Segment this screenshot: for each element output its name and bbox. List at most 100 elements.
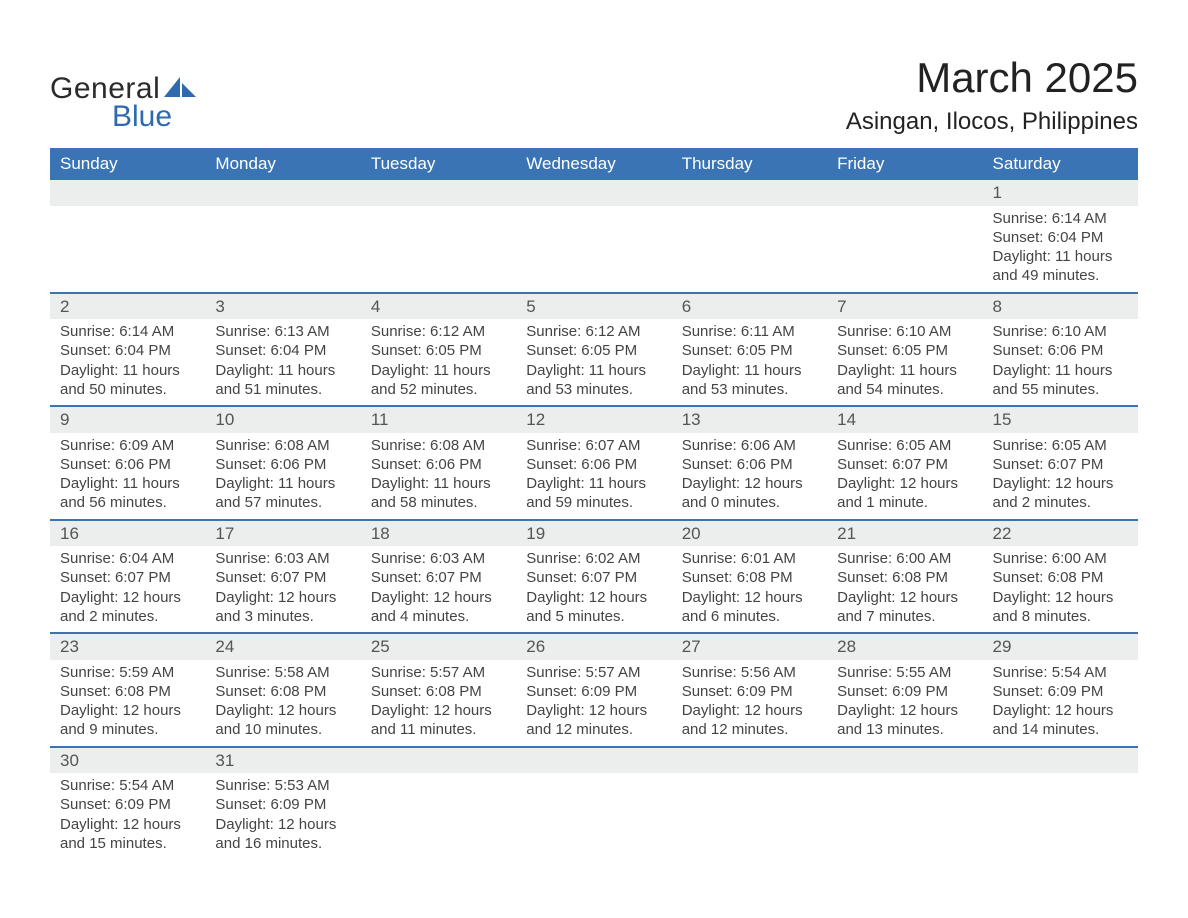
calendar-day-cell: 16Sunrise: 6:04 AMSunset: 6:07 PMDayligh…	[50, 520, 205, 634]
calendar-day-cell: 27Sunrise: 5:56 AMSunset: 6:09 PMDayligh…	[672, 633, 827, 747]
calendar-day-cell: 19Sunrise: 6:02 AMSunset: 6:07 PMDayligh…	[516, 520, 671, 634]
day-info-line: Daylight: 12 hours and 2 minutes.	[60, 588, 199, 626]
day-info-line: Sunset: 6:08 PM	[682, 568, 821, 587]
calendar-day-cell: 17Sunrise: 6:03 AMSunset: 6:07 PMDayligh…	[205, 520, 360, 634]
calendar-day-cell: 20Sunrise: 6:01 AMSunset: 6:08 PMDayligh…	[672, 520, 827, 634]
calendar-day-cell	[827, 180, 982, 293]
day-number	[827, 748, 982, 774]
day-info-line: Sunset: 6:05 PM	[682, 341, 821, 360]
day-content: Sunrise: 6:00 AMSunset: 6:08 PMDaylight:…	[983, 546, 1138, 632]
day-number: 21	[827, 521, 982, 547]
day-info-line: Sunrise: 6:12 AM	[526, 322, 665, 341]
weekday-header: Saturday	[983, 148, 1138, 180]
day-number	[827, 180, 982, 206]
calendar-day-cell: 8Sunrise: 6:10 AMSunset: 6:06 PMDaylight…	[983, 293, 1138, 407]
calendar-day-cell: 31Sunrise: 5:53 AMSunset: 6:09 PMDayligh…	[205, 747, 360, 860]
title-block: March 2025 Asingan, Ilocos, Philippines	[846, 54, 1138, 142]
calendar-page: General Blue March 2025 Asingan, Ilocos,…	[0, 0, 1188, 918]
calendar-day-cell: 12Sunrise: 6:07 AMSunset: 6:06 PMDayligh…	[516, 406, 671, 520]
calendar-day-cell: 21 Sunrise: 6:00 AMSunset: 6:08 PMDayligh…	[827, 520, 982, 634]
day-info-line: Sunset: 6:08 PM	[215, 682, 354, 701]
day-number	[205, 180, 360, 206]
day-info-line: Sunrise: 6:03 AM	[215, 549, 354, 568]
calendar-week-row: 16Sunrise: 6:04 AMSunset: 6:07 PMDayligh…	[50, 520, 1138, 634]
day-number: 4	[361, 294, 516, 320]
day-content	[361, 773, 516, 782]
day-content: Sunrise: 6:01 AMSunset: 6:08 PMDaylight:…	[672, 546, 827, 632]
day-info-line: Sunset: 6:06 PM	[993, 341, 1132, 360]
calendar-day-cell	[50, 180, 205, 293]
day-info-line: Sunrise: 6:00 AM	[837, 549, 976, 568]
day-number	[983, 748, 1138, 774]
calendar-day-cell: 9Sunrise: 6:09 AMSunset: 6:06 PMDaylight…	[50, 406, 205, 520]
day-info-line: Sunset: 6:05 PM	[837, 341, 976, 360]
day-number	[50, 180, 205, 206]
day-number: 10	[205, 407, 360, 433]
day-info-line: Daylight: 11 hours and 57 minutes.	[215, 474, 354, 512]
calendar-day-cell: 11Sunrise: 6:08 AMSunset: 6:06 PMDayligh…	[361, 406, 516, 520]
calendar-day-cell: 28Sunrise: 5:55 AMSunset: 6:09 PMDayligh…	[827, 633, 982, 747]
day-info-line: Sunset: 6:07 PM	[215, 568, 354, 587]
calendar-day-cell: 14Sunrise: 6:05 AMSunset: 6:07 PMDayligh…	[827, 406, 982, 520]
day-info-line: Daylight: 11 hours and 55 minutes.	[993, 361, 1132, 399]
day-info-line: Daylight: 11 hours and 59 minutes.	[526, 474, 665, 512]
day-number: 23	[50, 634, 205, 660]
day-info-line: Sunset: 6:05 PM	[526, 341, 665, 360]
day-info-line: Daylight: 12 hours and 3 minutes.	[215, 588, 354, 626]
day-number: 8	[983, 294, 1138, 320]
day-info-line: Sunset: 6:08 PM	[837, 568, 976, 587]
day-info-line: Sunrise: 5:57 AM	[526, 663, 665, 682]
day-info-line: Daylight: 12 hours and 13 minutes.	[837, 701, 976, 739]
calendar-day-cell	[983, 747, 1138, 860]
calendar-week-row: 23Sunrise: 5:59 AMSunset: 6:08 PMDayligh…	[50, 633, 1138, 747]
day-info-line: Sunrise: 5:57 AM	[371, 663, 510, 682]
day-info-line: Daylight: 12 hours and 7 minutes.	[837, 588, 976, 626]
weekday-header: Sunday	[50, 148, 205, 180]
day-number	[672, 180, 827, 206]
calendar-table: SundayMondayTuesdayWednesdayThursdayFrid…	[50, 148, 1138, 859]
day-info-line: Sunset: 6:04 PM	[993, 228, 1132, 247]
day-number	[516, 748, 671, 774]
month-title: March 2025	[846, 54, 1138, 102]
day-info-line: Sunrise: 6:02 AM	[526, 549, 665, 568]
calendar-day-cell: 30 Sunrise: 5:54 AMSunset: 6:09 PMDayligh…	[50, 747, 205, 860]
day-number: 5	[516, 294, 671, 320]
day-info-line: Daylight: 12 hours and 1 minute.	[837, 474, 976, 512]
day-number: 16	[50, 521, 205, 547]
day-info-line: Daylight: 11 hours and 58 minutes.	[371, 474, 510, 512]
day-content: Sunrise: 6:05 AMSunset: 6:07 PMDaylight:…	[983, 433, 1138, 519]
day-number: 30	[50, 748, 205, 774]
day-info-line: Sunset: 6:06 PM	[371, 455, 510, 474]
day-number: 6	[672, 294, 827, 320]
day-info-line: Sunset: 6:09 PM	[60, 795, 199, 814]
calendar-day-cell: 10Sunrise: 6:08 AMSunset: 6:06 PMDayligh…	[205, 406, 360, 520]
day-content: Sunrise: 6:10 AMSunset: 6:06 PMDaylight:…	[983, 319, 1138, 405]
day-info-line: Daylight: 12 hours and 2 minutes.	[993, 474, 1132, 512]
day-number: 15	[983, 407, 1138, 433]
day-info-line: Sunset: 6:08 PM	[371, 682, 510, 701]
day-content: Sunrise: 6:14 AMSunset: 6:04 PMDaylight:…	[50, 319, 205, 405]
day-info-line: Sunset: 6:06 PM	[215, 455, 354, 474]
weekday-header: Thursday	[672, 148, 827, 180]
day-content: Sunrise: 6:06 AMSunset: 6:06 PMDaylight:…	[672, 433, 827, 519]
top-bar: General Blue March 2025 Asingan, Ilocos,…	[50, 54, 1138, 142]
day-content	[50, 206, 205, 215]
day-number: 19	[516, 521, 671, 547]
calendar-header-row: SundayMondayTuesdayWednesdayThursdayFrid…	[50, 148, 1138, 180]
day-number: 18	[361, 521, 516, 547]
day-info-line: Daylight: 12 hours and 15 minutes.	[60, 815, 199, 853]
day-info-line: Sunrise: 6:13 AM	[215, 322, 354, 341]
day-info-line: Sunset: 6:09 PM	[837, 682, 976, 701]
calendar-day-cell	[361, 747, 516, 860]
day-info-line: Daylight: 11 hours and 52 minutes.	[371, 361, 510, 399]
day-info-line: Sunrise: 6:12 AM	[371, 322, 510, 341]
calendar-day-cell: 29Sunrise: 5:54 AMSunset: 6:09 PMDayligh…	[983, 633, 1138, 747]
day-content: Sunrise: 6:08 AMSunset: 6:06 PMDaylight:…	[361, 433, 516, 519]
day-number: 22	[983, 521, 1138, 547]
calendar-day-cell: 13Sunrise: 6:06 AMSunset: 6:06 PMDayligh…	[672, 406, 827, 520]
calendar-week-row: 2Sunrise: 6:14 AMSunset: 6:04 PMDaylight…	[50, 293, 1138, 407]
day-info-line: Sunset: 6:07 PM	[60, 568, 199, 587]
day-info-line: Sunrise: 5:54 AM	[60, 776, 199, 795]
day-number: 20	[672, 521, 827, 547]
weekday-header: Monday	[205, 148, 360, 180]
